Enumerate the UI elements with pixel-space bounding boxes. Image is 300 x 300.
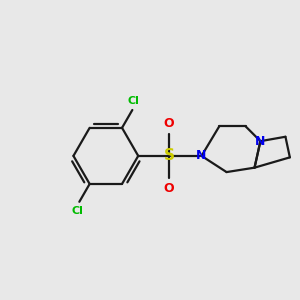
Text: S: S (164, 148, 175, 164)
Text: Cl: Cl (128, 97, 140, 106)
Text: N: N (255, 135, 266, 148)
Text: N: N (196, 149, 207, 162)
Text: Cl: Cl (72, 206, 84, 216)
Text: O: O (164, 182, 175, 194)
Text: O: O (164, 117, 175, 130)
